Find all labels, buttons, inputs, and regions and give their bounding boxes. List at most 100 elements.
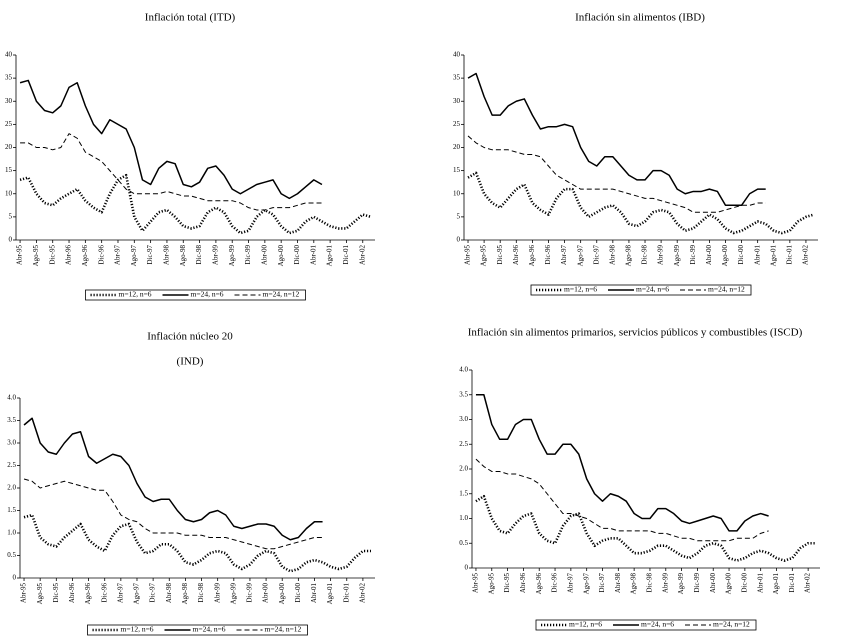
x-tick-label: Abr-95 <box>472 573 480 594</box>
x-tick-label: Abr-97 <box>560 245 568 266</box>
x-tick-label: Ago-97 <box>582 573 590 595</box>
x-tick-label: Dic-97 <box>149 583 157 603</box>
y-tick-label: 40 <box>5 51 13 59</box>
y-tick-label: 3.5 <box>459 390 468 398</box>
x-tick-label: Abr-00 <box>705 245 713 266</box>
x-tick-label: Ago-00 <box>725 573 733 595</box>
y-tick-label: 4.0 <box>7 394 16 402</box>
series-line <box>467 72 766 207</box>
series-line <box>475 394 769 532</box>
y-tick-label: 0 <box>13 574 17 582</box>
series-line <box>467 135 766 213</box>
x-tick-label: Dic-95 <box>48 245 56 265</box>
x-tick-label: Ago-97 <box>576 245 584 267</box>
chart-subtitle: (IND) <box>177 356 204 368</box>
x-tick-label: Abr-97 <box>116 583 124 604</box>
x-tick-label: Dic-96 <box>551 573 559 593</box>
legend-label: m=12, n=6 <box>119 290 152 299</box>
legend-label: m=24, n=12 <box>263 290 300 299</box>
x-tick-label: Ago-96 <box>528 245 536 267</box>
series-line <box>23 478 323 550</box>
legend-box <box>530 284 752 296</box>
x-tick-label: Ago-00 <box>721 245 729 267</box>
legend-label: m=24, n=12 <box>265 625 302 634</box>
x-tick-label: Ago-01 <box>769 245 777 267</box>
x-tick-label: Abr-98 <box>608 245 616 266</box>
x-tick-label: Abr-00 <box>709 573 717 594</box>
chart-title: Inflación total (ITD) <box>145 12 236 24</box>
x-tick-label: Abr-99 <box>212 245 220 266</box>
x-tick-label: Ago-00 <box>277 245 285 267</box>
y-tick-label: 25 <box>453 120 461 128</box>
legend-label: m=24, n=6 <box>193 625 226 634</box>
x-tick-label: Dic-99 <box>693 573 701 593</box>
x-tick-label: Abr-97 <box>566 573 574 594</box>
x-tick-label: Dic-97 <box>598 573 606 593</box>
x-tick-label: Abr-95 <box>16 245 24 266</box>
chart-title: Inflación sin alimentos primarios, servi… <box>468 327 803 339</box>
y-tick-label: 20 <box>453 143 461 151</box>
x-tick-label: Dic-95 <box>496 245 504 265</box>
x-tick-label: Abr-96 <box>519 573 527 594</box>
x-tick-label: Abr-96 <box>68 583 76 604</box>
x-tick-label: Dic-01 <box>342 245 350 265</box>
legend-label: m=24, n=6 <box>191 290 224 299</box>
y-tick-label: 15 <box>5 166 13 174</box>
legend-label: m=12, n=6 <box>121 625 154 634</box>
x-tick-label: Dic-00 <box>293 245 301 265</box>
y-tick-label: 35 <box>5 74 13 82</box>
x-tick-label: Dic-95 <box>52 583 60 603</box>
x-tick-label: Abr-00 <box>260 245 268 266</box>
y-tick-label: 15 <box>453 166 461 174</box>
y-tick-label: 35 <box>453 74 461 82</box>
x-tick-label: Ago-98 <box>625 245 633 267</box>
legend-label: m=24, n=12 <box>713 620 750 629</box>
y-tick-label: 2.5 <box>459 440 468 448</box>
x-tick-label: Ago-95 <box>480 245 488 267</box>
chart-title: Inflación sin alimentos (IBD) <box>575 12 705 24</box>
legend-label: m=12, n=6 <box>564 285 597 294</box>
x-tick-label: Abr-97 <box>114 245 122 266</box>
x-tick-label: Ago-95 <box>487 573 495 595</box>
series-line <box>467 171 815 235</box>
y-tick-label: 3.0 <box>459 415 468 423</box>
x-tick-label: Ago-98 <box>630 573 638 595</box>
legend-label: m=24, n=12 <box>708 285 745 294</box>
legend-box <box>535 619 757 631</box>
x-tick-label: Abr-01 <box>753 245 761 266</box>
x-tick-label: Ago-01 <box>326 583 334 605</box>
chart-title: Inflación núcleo 20 <box>147 331 233 343</box>
x-tick-label: Dic-97 <box>146 245 154 265</box>
y-tick-label: 4.0 <box>459 366 468 374</box>
y-tick-label: 3.5 <box>7 416 16 424</box>
x-tick-label: Dic-98 <box>195 245 203 265</box>
x-tick-label: Abr-02 <box>804 573 812 594</box>
x-tick-label: Abr-95 <box>20 583 28 604</box>
x-tick-label: Ago-95 <box>32 245 40 267</box>
legend-box <box>87 624 308 636</box>
y-tick-label: 0 <box>9 236 13 244</box>
x-tick-label: Ago-01 <box>326 245 334 267</box>
x-tick-label: Dic-98 <box>197 583 205 603</box>
y-tick-label: 5 <box>457 212 461 220</box>
y-tick-label: 2.0 <box>459 465 468 473</box>
x-tick-label: Abr-99 <box>661 573 669 594</box>
x-tick-label: Ago-99 <box>228 245 236 267</box>
x-tick-label: Abr-99 <box>213 583 221 604</box>
y-tick-label: 1.5 <box>7 506 16 514</box>
y-tick-label: 40 <box>453 51 461 59</box>
legend-box <box>85 289 306 301</box>
x-tick-label: Abr-02 <box>358 245 366 266</box>
y-tick-label: 25 <box>5 120 13 128</box>
x-tick-label: Ago-99 <box>229 583 237 605</box>
y-tick-label: 0.5 <box>7 551 16 559</box>
series-line <box>19 79 323 200</box>
x-tick-label: Ago-96 <box>535 573 543 595</box>
y-tick-label: 10 <box>453 189 461 197</box>
y-tick-label: 0 <box>457 236 461 244</box>
x-tick-label: Ago-95 <box>36 583 44 605</box>
series-line <box>475 494 817 562</box>
y-tick-label: 1.0 <box>459 514 468 522</box>
y-tick-label: 30 <box>5 97 13 105</box>
